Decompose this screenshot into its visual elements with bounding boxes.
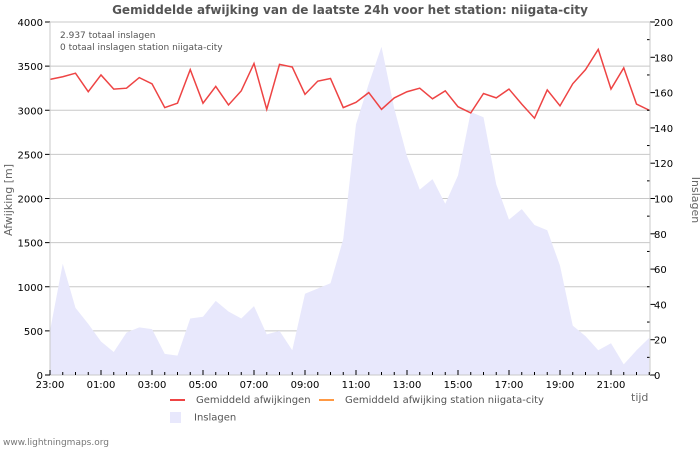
- avg-deviation-line: [49, 47, 650, 120]
- chart-title: Gemiddelde afwijking van de laatste 24h …: [112, 3, 588, 17]
- right-tick-label: 20: [654, 336, 667, 347]
- station-strikes-text: 0 totaal inslagen station niigata-city: [60, 43, 223, 53]
- x-tick-label: 07:00: [240, 380, 269, 391]
- legend-item-strikes[interactable]: Inslagen: [168, 412, 236, 424]
- right-tick-label: 200: [654, 18, 673, 29]
- left-tick-label: 0: [37, 371, 43, 382]
- legend-label-avg: Gemiddeld afwijkingen: [196, 395, 311, 406]
- x-axis-title: tijd: [631, 391, 649, 404]
- total-strikes-text: 2.937 totaal inslagen: [60, 31, 156, 41]
- x-tick-label: 15:00: [444, 380, 473, 391]
- legend-item-avg[interactable]: Gemiddeld afwijkingen: [170, 395, 311, 406]
- x-tick-label: 13:00: [393, 380, 422, 391]
- legend-label-station: Gemiddeld afwijking station niigata-city: [345, 395, 544, 406]
- right-axis-title: Inslagen: [689, 177, 700, 223]
- x-tick-label: 17:00: [495, 380, 524, 391]
- x-tick-label: 21:00: [597, 380, 626, 391]
- right-tick-label: 140: [654, 124, 673, 135]
- legend-label-strikes: Inslagen: [194, 412, 237, 424]
- x-tick-label: 09:00: [291, 380, 320, 391]
- left-tick-label: 1500: [18, 239, 43, 250]
- right-tick-label: 160: [654, 89, 673, 100]
- axes: 0 500 1000 1500 2000 2500 3000 3500 4000 0 20 40 60 8…: [18, 18, 674, 391]
- right-tick-label: 180: [654, 53, 673, 64]
- left-tick-label: 3500: [18, 62, 43, 73]
- left-tick-label: 4000: [18, 18, 43, 29]
- strikes-area: [50, 46, 650, 376]
- x-tick-label: 01:00: [87, 380, 116, 391]
- legend-item-station[interactable]: Gemiddeld afwijking station niigata-city: [319, 395, 544, 406]
- red-line-swatch-icon: [170, 399, 185, 401]
- x-tick-label: 05:00: [189, 380, 218, 391]
- x-tick-label: 19:00: [546, 380, 575, 391]
- info-box: 2.937 totaal inslagen 0 totaal inslagen …: [60, 30, 223, 54]
- left-axis-title: Afwijking [m]: [2, 164, 15, 236]
- right-tick-label: 120: [654, 159, 673, 170]
- orange-line-swatch-icon: [319, 399, 334, 401]
- right-tick-label: 60: [654, 265, 667, 276]
- right-tick-label: 0: [654, 371, 660, 382]
- right-tick-label: 100: [654, 195, 673, 206]
- left-tick-label: 1000: [18, 283, 43, 294]
- strikes-swatch-icon: [170, 412, 181, 423]
- x-tick-label: 23:00: [36, 380, 65, 391]
- right-tick-label: 40: [654, 300, 667, 311]
- left-tick-label: 500: [24, 327, 43, 338]
- right-tick-label: 80: [654, 230, 667, 241]
- footer-link[interactable]: www.lightningmaps.org: [3, 438, 109, 448]
- left-tick-label: 2000: [18, 195, 43, 206]
- x-tick-label: 11:00: [342, 380, 371, 391]
- x-tick-label: 03:00: [138, 380, 167, 391]
- left-tick-label: 2500: [18, 150, 43, 161]
- left-tick-label: 3000: [18, 106, 43, 117]
